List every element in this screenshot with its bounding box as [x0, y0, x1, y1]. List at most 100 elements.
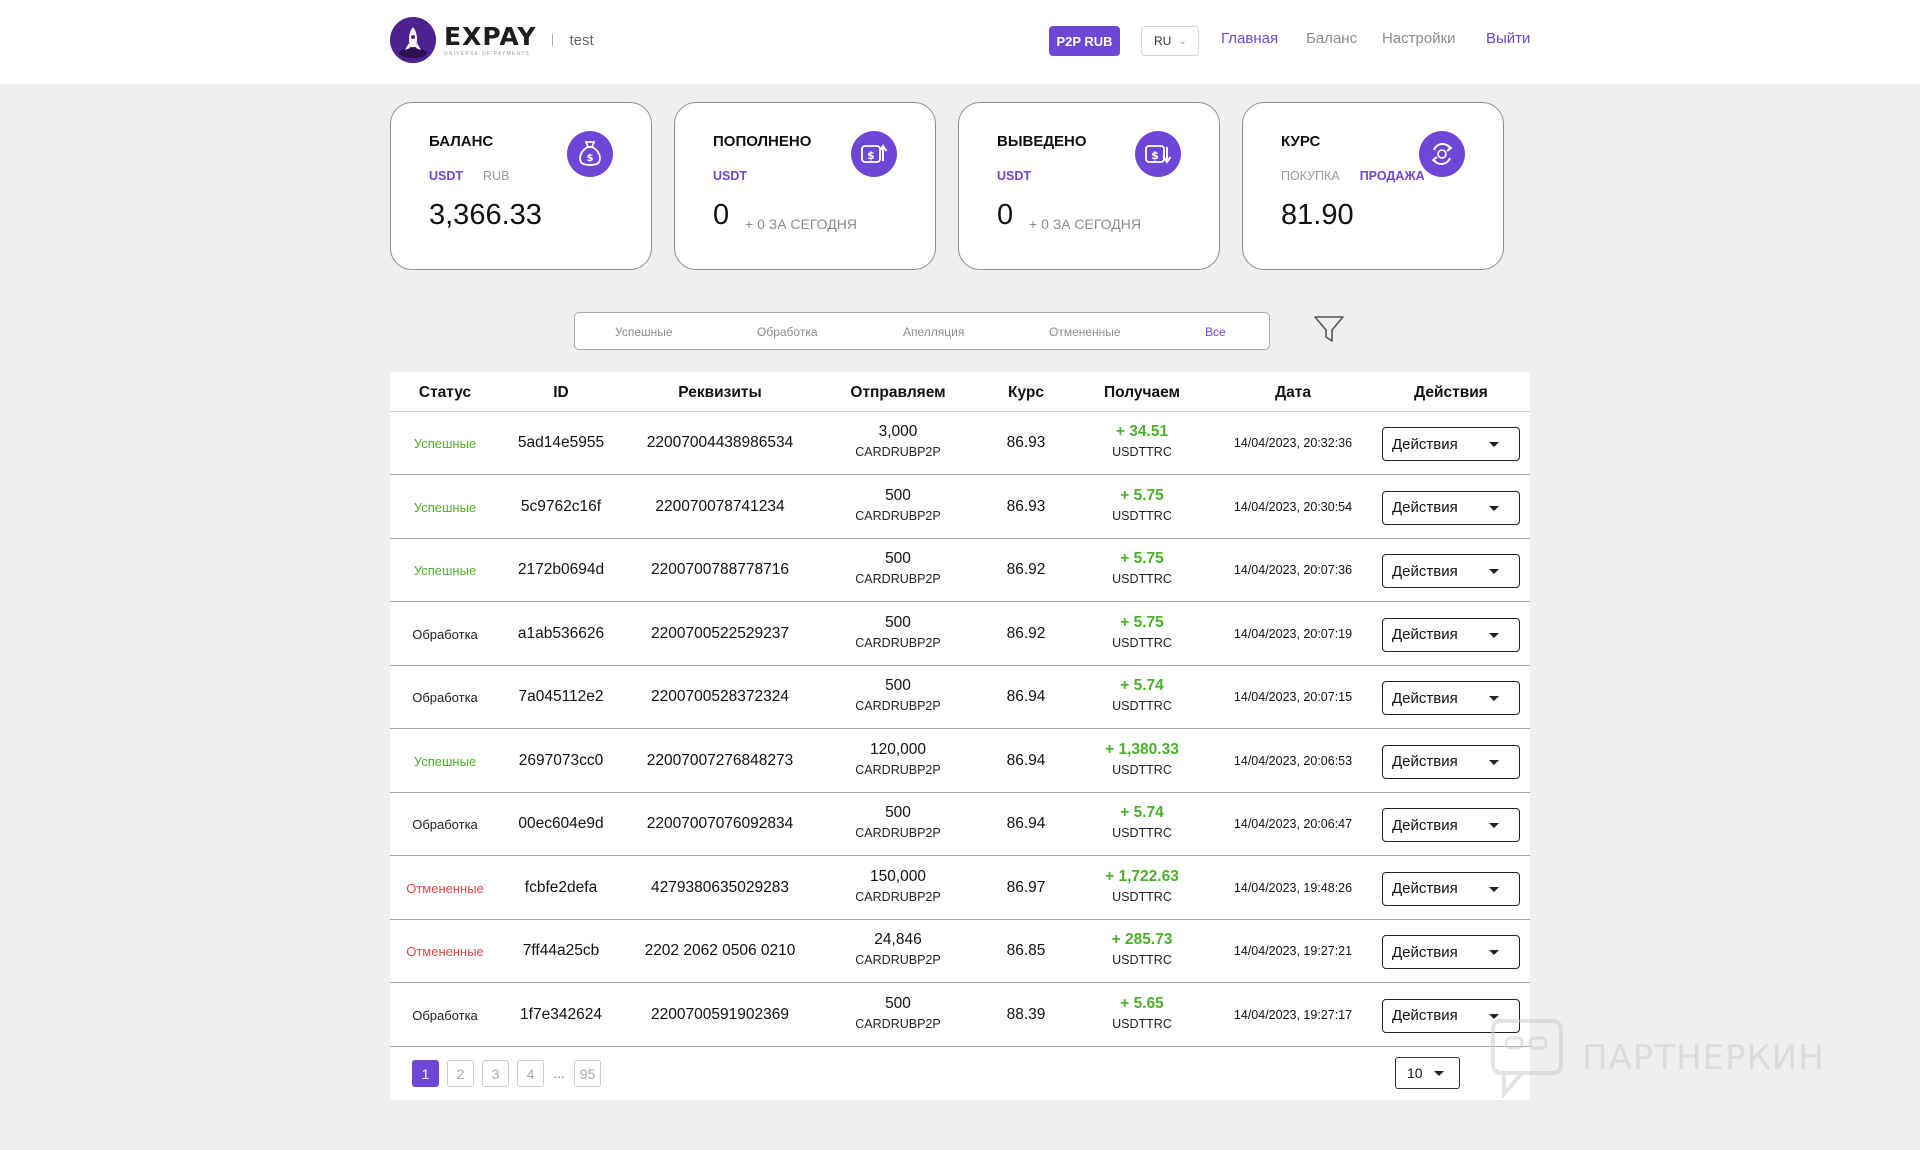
rows-per-page-value: 10 [1407, 1065, 1423, 1081]
id-cell: 7ff44a25cb [522, 942, 600, 959]
table-row[interactable]: Успешные 5ad14e5955 22007004438986534 3,000… [390, 412, 1530, 475]
receive-cell: + 5.75 USDTTRC [1112, 486, 1172, 526]
id-cell: 2172b0694d [517, 561, 605, 578]
deposited-card: ПОПОЛНЕНО USDT 0 + 0 ЗА СЕГОДНЯ $ [674, 102, 936, 270]
send-amount: 500 [885, 994, 911, 1012]
caret-down-icon [1434, 1071, 1444, 1076]
pagination-ellipsis: ... [553, 1066, 565, 1081]
actions-dropdown[interactable]: Действия [1382, 998, 1520, 1033]
nav-balance-link[interactable]: Баланс [1306, 30, 1358, 47]
filter-tab-processing[interactable]: Обработка [757, 325, 818, 339]
send-cell: 500 CARDRUBP2P [855, 486, 940, 526]
send-cell: 150,000 CARDRUBP2P [855, 867, 940, 907]
logout-link[interactable]: Выйти [1486, 30, 1531, 47]
requisites-cell: 22007004438986534 [646, 434, 794, 451]
brand-logo[interactable]: EXPAY UNIVERSE OF PAYMENTS test [390, 17, 594, 63]
rate-cell: 86.93 [1006, 497, 1046, 515]
rate-tab-buy[interactable]: ПОКУПКА [1281, 169, 1340, 183]
receive-cell: + 285.73 USDTTRC [1112, 930, 1173, 970]
send-amount: 500 [885, 550, 911, 567]
send-cell: 500 CARDRUBP2P [855, 549, 940, 589]
send-currency: CARDRUBP2P [855, 508, 941, 523]
table-row[interactable]: Обработка 00ec604e9d 22007007076092834 500 C… [390, 793, 1530, 856]
filter-tab-success[interactable]: Успешные [615, 325, 673, 339]
actions-dropdown[interactable]: Действия [1382, 871, 1520, 906]
caret-down-icon [1489, 505, 1499, 511]
table-row[interactable]: Успешные 2172b0694d 2200700788778716 500 CAR… [390, 539, 1530, 602]
status-cell: Успешные [413, 753, 477, 769]
chat-bubble-icon [1491, 1019, 1563, 1098]
actions-dropdown[interactable]: Действия [1382, 617, 1520, 652]
receive-currency: USDTTRC [1112, 826, 1172, 840]
rate-cell: 86.92 [1006, 624, 1046, 642]
page-button-2[interactable]: 2 [447, 1060, 474, 1087]
deposited-value: 0 [713, 199, 730, 231]
currency-tab-usdt[interactable]: USDT [997, 169, 1032, 183]
send-cell: 120,000 CARDRUBP2P [855, 740, 940, 780]
transactions-table: Статус ID Реквизиты Отправляем Курс Полу… [390, 372, 1530, 1100]
nav-home-link[interactable]: Главная [1221, 30, 1279, 47]
nav-settings-link[interactable]: Настройки [1382, 30, 1456, 47]
currency-tab-rub[interactable]: RUB [483, 169, 510, 183]
currency-tab-usdt[interactable]: USDT [429, 169, 464, 183]
actions-dropdown[interactable]: Действия [1382, 427, 1520, 461]
rate-tab-sell[interactable]: ПРОДАЖА [1359, 169, 1425, 183]
status-cell: Обработка [412, 817, 478, 832]
receive-amount: + 5.74 [1120, 804, 1164, 821]
language-select[interactable]: RU ⌄ [1141, 26, 1199, 56]
send-cell: 3,000 CARDRUBP2P [855, 422, 940, 462]
page-button-4[interactable]: 4 [517, 1060, 544, 1087]
page-button-last[interactable]: 95 [574, 1060, 601, 1087]
withdrawn-value: 0 [997, 199, 1014, 231]
actions-dropdown[interactable]: Действия [1382, 935, 1520, 969]
actions-dropdown[interactable]: Действия [1382, 681, 1520, 715]
send-currency: CARDRUBP2P [855, 445, 941, 459]
page-button-1[interactable]: 1 [412, 1060, 439, 1087]
actions-dropdown[interactable]: Действия [1382, 554, 1520, 588]
balance-card: БАЛАНС USDT RUB 3,366.33 $ [390, 102, 652, 270]
requisites-cell: 2200700591902369 [651, 1005, 789, 1023]
actions-dropdown[interactable]: Действия [1382, 744, 1520, 779]
actions-dropdown[interactable]: Действия [1382, 808, 1520, 842]
date-cell: 14/04/2023, 20:30:54 [1233, 499, 1353, 514]
receive-currency: USDTTRC [1112, 889, 1172, 904]
table-row[interactable]: Обработка 1f7e342624 2200700591902369 500 CA… [390, 984, 1530, 1047]
table-row[interactable]: Успешные 2697073cc0 22007007276848273 120,0… [390, 730, 1530, 793]
send-currency: CARDRUBP2P [855, 826, 941, 840]
column-header-actions: Действия [1414, 384, 1488, 401]
table-row[interactable]: Отмененные 7ff44a25cb 2202 2062 0506 0210 2… [390, 920, 1530, 983]
receive-amount: + 5.75 [1120, 613, 1164, 631]
column-header-rate: Курс [1008, 384, 1044, 401]
filter-tab-all[interactable]: Все [1205, 325, 1226, 339]
logo-subtitle: UNIVERSE OF PAYMENTS [444, 50, 531, 57]
table-row[interactable]: Успешные 5c9762c16f 220070078741234 500 CARD… [390, 476, 1530, 539]
receive-currency: USDTTRC [1112, 508, 1172, 523]
currency-tab-usdt[interactable]: USDT [713, 169, 748, 183]
send-amount: 150,000 [869, 867, 927, 885]
rate-value: 81.90 [1281, 199, 1354, 231]
rate-card: КУРС ПОКУПКА ПРОДАЖА 81.90 [1242, 102, 1504, 270]
filter-tab-appeal[interactable]: Апелляция [903, 325, 965, 339]
status-cell: Обработка [412, 626, 478, 642]
send-currency: CARDRUBP2P [855, 889, 941, 904]
status-cell: Отмененные [406, 880, 484, 896]
filter-funnel-icon[interactable] [1313, 314, 1345, 349]
table-row[interactable]: Отмененные fcbfe2defa 4279380635029283 150,… [390, 857, 1530, 920]
filter-tab-cancelled[interactable]: Отмененные [1049, 325, 1121, 339]
receive-currency: USDTTRC [1112, 572, 1172, 586]
id-cell: fcbfe2defa [524, 878, 598, 896]
date-cell: 14/04/2023, 19:27:21 [1233, 944, 1353, 958]
receive-cell: + 1,380.33 USDTTRC [1105, 740, 1179, 780]
column-header-id: ID [553, 384, 569, 401]
watermark-text: ПАРТНЕРКИН [1582, 1038, 1825, 1078]
card-title: ВЫВЕДЕНО [997, 133, 1087, 150]
p2p-rub-button[interactable]: P2P RUB [1049, 26, 1120, 56]
table-row[interactable]: Обработка 7a045112e2 2200700528372324 500 CA… [390, 666, 1530, 729]
page-button-3[interactable]: 3 [482, 1060, 509, 1087]
actions-dropdown[interactable]: Действия [1382, 490, 1520, 525]
table-row[interactable]: Обработка a1ab536626 2200700522529237 500 CA… [390, 603, 1530, 666]
actions-label: Действия [1392, 753, 1458, 770]
receive-cell: + 5.74 USDTTRC [1112, 676, 1172, 716]
id-cell: 7a045112e2 [518, 688, 604, 705]
rows-per-page-select[interactable]: 10 [1395, 1057, 1460, 1089]
